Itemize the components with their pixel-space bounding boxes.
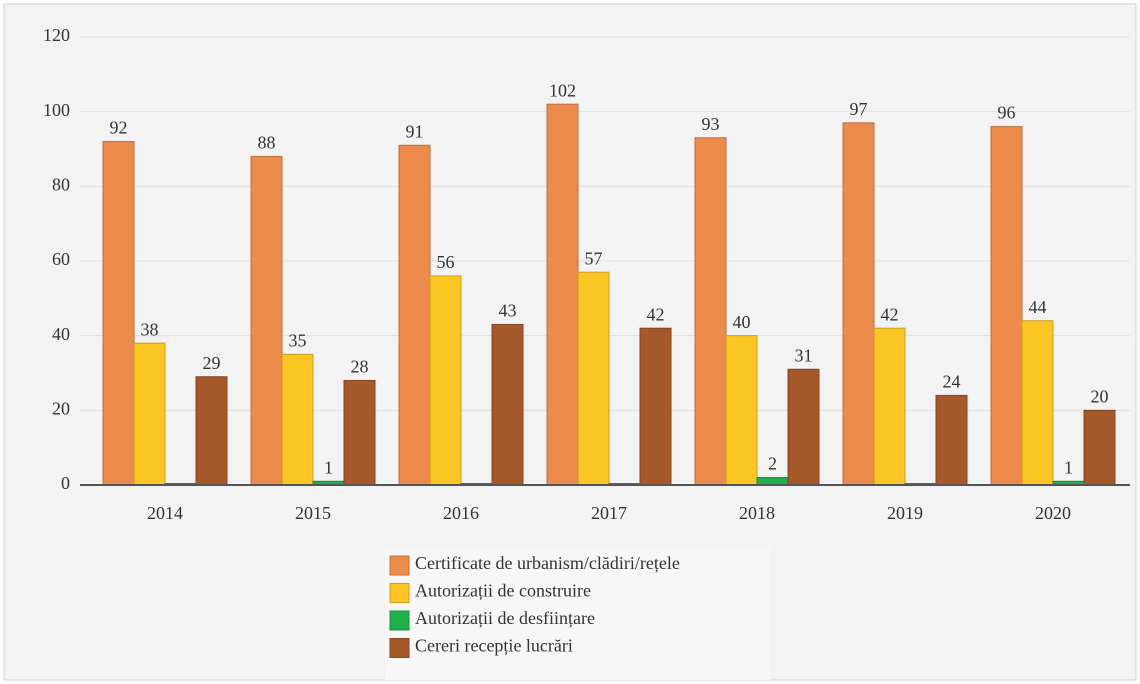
legend-box <box>385 548 770 680</box>
bar <box>281 353 314 486</box>
data-label: 24 <box>943 372 961 392</box>
x-tick-label: 2015 <box>295 503 331 523</box>
data-label: 40 <box>733 312 751 332</box>
x-tick-label: 2020 <box>1035 503 1071 523</box>
data-label: 31 <box>795 345 813 365</box>
bar <box>133 342 166 486</box>
data-label: 20 <box>1091 386 1109 406</box>
data-label: 43 <box>499 301 517 321</box>
bar <box>842 122 875 486</box>
bar <box>546 103 579 486</box>
y-tick-label: 20 <box>52 398 70 418</box>
x-tick-label: 2016 <box>443 503 479 523</box>
data-label: 102 <box>549 80 576 100</box>
data-label: 44 <box>1029 297 1047 317</box>
data-label: 97 <box>850 99 868 119</box>
legend-swatch <box>389 638 410 658</box>
legend-swatch <box>389 555 410 576</box>
legend-label: Autorizații de desființare <box>415 608 595 628</box>
data-label: 56 <box>437 252 455 272</box>
bar <box>398 144 431 486</box>
bar <box>1021 320 1054 486</box>
y-tick-label: 120 <box>43 25 70 45</box>
data-label: 38 <box>141 319 159 339</box>
x-tick-label: 2017 <box>591 503 627 523</box>
data-label: 35 <box>289 330 307 350</box>
data-label: 1 <box>324 457 333 477</box>
bar <box>491 323 524 486</box>
legend-swatch <box>389 610 410 631</box>
bar <box>787 368 820 486</box>
data-label: 42 <box>647 304 665 324</box>
bar <box>102 141 135 486</box>
y-tick-label: 80 <box>52 174 70 194</box>
y-tick-label: 60 <box>52 249 70 269</box>
legend-swatch <box>389 583 410 603</box>
x-tick-label: 2019 <box>887 503 923 523</box>
data-label: 96 <box>998 103 1016 123</box>
data-label: 57 <box>585 248 603 268</box>
legend-label: Cereri recepție lucrări <box>415 636 573 656</box>
data-label: 88 <box>258 133 276 153</box>
bar <box>694 137 727 486</box>
bar <box>429 275 462 486</box>
bar <box>577 271 610 486</box>
data-label: 91 <box>406 121 424 141</box>
bar <box>343 379 376 486</box>
bar <box>756 477 789 486</box>
bar <box>250 155 283 486</box>
data-label: 92 <box>110 118 128 138</box>
bar <box>1083 409 1116 486</box>
bar <box>725 335 758 486</box>
data-label: 28 <box>351 357 369 377</box>
data-label: 29 <box>203 353 221 373</box>
y-tick-label: 100 <box>43 100 70 120</box>
bar <box>639 327 672 486</box>
y-tick-label: 0 <box>61 473 70 493</box>
data-label: 93 <box>702 114 720 134</box>
y-tick-label: 40 <box>52 324 70 344</box>
bar <box>195 376 228 486</box>
bar <box>873 327 906 486</box>
data-label: 42 <box>881 304 899 324</box>
data-label: 1 <box>1064 457 1073 477</box>
legend-label: Certificate de urbanism/clădiri/rețele <box>415 553 680 573</box>
x-tick-label: 2018 <box>739 503 775 523</box>
data-label: 2 <box>768 454 777 474</box>
bar <box>990 126 1023 486</box>
x-tick-label: 2014 <box>147 503 183 523</box>
bar <box>935 394 968 486</box>
legend-label: Autorizații de construire <box>415 581 591 601</box>
